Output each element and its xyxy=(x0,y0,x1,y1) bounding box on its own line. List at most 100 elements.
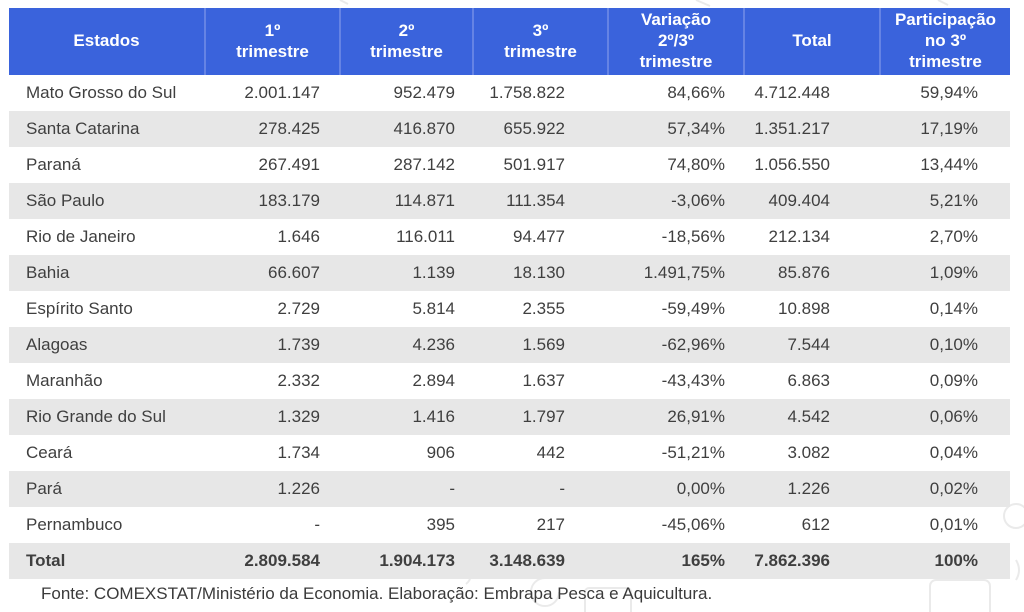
cell-value: 1.797 xyxy=(522,407,565,426)
cell-value: 2.729 xyxy=(277,299,320,318)
table-row: Paraná 267.491 287.142 501.917 74,80% 1.056.5… xyxy=(9,147,1010,183)
cell-value: -3,06% xyxy=(671,191,725,210)
cell-value: 212.134 xyxy=(768,227,830,246)
table-row: Pernambuco - 395 217 -45,06% 612 0,01% xyxy=(9,507,1010,543)
cell-value: 0,06% xyxy=(929,407,978,426)
table-row: São Paulo 183.179 114.871 111.354 -3,06% 409.… xyxy=(9,183,1010,219)
cell-value: 0,00% xyxy=(676,479,725,498)
cell-value: 165% xyxy=(681,551,725,570)
cell-value: -62,96% xyxy=(661,335,725,354)
table-row: Alagoas 1.739 4.236 1.569 -62,96% 7.544 0,10% xyxy=(9,327,1010,363)
cell-value: 0,02% xyxy=(929,479,978,498)
cell-value: 1.646 xyxy=(277,227,320,246)
cell-value: 0,14% xyxy=(929,299,978,318)
cell-estado: Rio Grande do Sul xyxy=(26,407,166,426)
cell-value: 7.862.396 xyxy=(754,551,830,570)
cell-value: 0,09% xyxy=(929,371,978,390)
header-row: Estados 1º trimestre 2º trimestre 3º trimes… xyxy=(9,8,1010,75)
cell-value: 442 xyxy=(536,443,565,462)
cell-estado: Total xyxy=(26,551,66,570)
cell-value: 1.569 xyxy=(522,335,565,354)
cell-value: -43,43% xyxy=(661,371,725,390)
cell-value: 1.226 xyxy=(787,479,830,498)
cell-value: 1.226 xyxy=(277,479,320,498)
cell-value: 17,19% xyxy=(920,119,978,138)
cell-value: 952.479 xyxy=(393,83,455,102)
cell-estado: Pará xyxy=(26,479,62,498)
cell-value: 1.416 xyxy=(412,407,455,426)
cell-value: 2.809.584 xyxy=(244,551,320,570)
cell-value: 18.130 xyxy=(513,263,565,282)
states-quarterly-table: Estados 1º trimestre 2º trimestre 3º trimes… xyxy=(9,8,1010,579)
cell-value: 2,70% xyxy=(929,227,978,246)
cell-value: 74,80% xyxy=(667,155,725,174)
cell-value: 2.332 xyxy=(277,371,320,390)
header-cell-5: Total xyxy=(744,8,881,75)
cell-value: 395 xyxy=(426,515,455,534)
cell-value: 114.871 xyxy=(394,191,455,210)
cell-value: 10.898 xyxy=(778,299,830,318)
cell-value: 4.542 xyxy=(787,407,830,426)
cell-value: 1.734 xyxy=(277,443,320,462)
cell-value: -45,06% xyxy=(661,515,725,534)
cell-estado: Bahia xyxy=(26,263,70,282)
total-row: Total 2.809.584 1.904.173 3.148.639 165% 7.86… xyxy=(9,543,1010,579)
table-row: Mato Grosso do Sul 2.001.147 952.479 1.758.… xyxy=(9,75,1010,111)
table-row: Santa Catarina 278.425 416.870 655.922 57,34… xyxy=(9,111,1010,147)
cell-value: 0,10% xyxy=(929,335,978,354)
cell-value: 2.001.147 xyxy=(244,83,320,102)
cell-estado: Santa Catarina xyxy=(26,119,140,138)
cell-value: 26,91% xyxy=(667,407,725,426)
cell-value: -59,49% xyxy=(661,299,725,318)
cell-estado: São Paulo xyxy=(26,191,105,210)
table-body: Mato Grosso do Sul 2.001.147 952.479 1.758.… xyxy=(9,75,1010,579)
cell-value: 116.011 xyxy=(396,227,455,246)
cell-value: 1.329 xyxy=(277,407,320,426)
cell-value: 217 xyxy=(536,515,565,534)
table-row: Bahia 66.607 1.139 18.130 1.491,75% 85.876 1,0… xyxy=(9,255,1010,291)
header-cell-0: Estados xyxy=(9,8,206,75)
cell-value: -18,56% xyxy=(661,227,725,246)
cell-estado: Mato Grosso do Sul xyxy=(26,83,177,102)
cell-value: 1.056.550 xyxy=(754,155,830,174)
cell-estado: Paraná xyxy=(26,155,81,174)
table-row: Ceará 1.734 906 442 -51,21% 3.082 0,04% xyxy=(9,435,1010,471)
table-row: Pará 1.226 - - 0,00% 1.226 0,02% xyxy=(9,471,1010,507)
cell-value: 409.404 xyxy=(768,191,830,210)
cell-value: 0,01% xyxy=(929,515,978,534)
header-cell-3: 3º trimestre xyxy=(473,8,609,75)
cell-value: -51,21% xyxy=(661,443,725,462)
cell-value: 3.148.639 xyxy=(489,551,565,570)
table-row: Rio de Janeiro 1.646 116.011 94.477 -18,56% 2… xyxy=(9,219,1010,255)
cell-value: 57,34% xyxy=(667,119,725,138)
cell-value: 1.739 xyxy=(277,335,320,354)
cell-estado: Rio de Janeiro xyxy=(26,227,136,246)
cell-value: 1.351.217 xyxy=(754,119,830,138)
cell-value: - xyxy=(449,479,455,498)
cell-value: 85.876 xyxy=(778,263,830,282)
cell-value: 278.425 xyxy=(258,119,320,138)
cell-estado: Pernambuco xyxy=(26,515,123,534)
source-note: Fonte: COMEXSTAT/Ministério da Economia.… xyxy=(41,584,713,603)
cell-estado: Ceará xyxy=(26,443,73,462)
cell-value: 183.179 xyxy=(258,191,320,210)
cell-value: 0,04% xyxy=(929,443,978,462)
cell-value: 84,66% xyxy=(667,83,725,102)
cell-value: 1,09% xyxy=(929,263,978,282)
cell-value: 612 xyxy=(801,515,830,534)
table-row: Rio Grande do Sul 1.329 1.416 1.797 26,91% 4.… xyxy=(9,399,1010,435)
cell-value: 2.355 xyxy=(522,299,565,318)
cell-value: 59,94% xyxy=(920,83,978,102)
header-cell-6: Participação no 3º trimestre xyxy=(880,8,1010,75)
header-cell-1: 1º trimestre xyxy=(205,8,341,75)
table-header: Estados 1º trimestre 2º trimestre 3º trimes… xyxy=(9,8,1010,75)
cell-value: 5.814 xyxy=(412,299,455,318)
cell-value: 267.491 xyxy=(258,155,320,174)
cell-value: 7.544 xyxy=(787,335,830,354)
cell-value: 94.477 xyxy=(513,227,565,246)
cell-value: 501.917 xyxy=(503,155,565,174)
cell-estado: Maranhão xyxy=(26,371,103,390)
cell-value: 287.142 xyxy=(393,155,455,174)
cell-value: 4.236 xyxy=(412,335,455,354)
